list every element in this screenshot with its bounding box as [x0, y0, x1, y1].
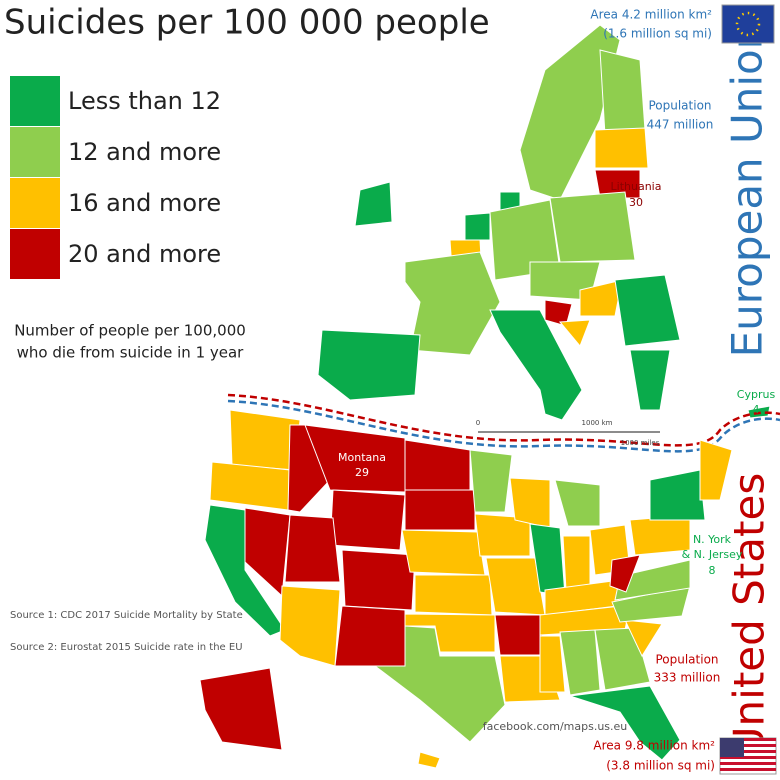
- scale-bar: 0 1000 km 1000 miles: [476, 419, 660, 447]
- south-dakota: [404, 489, 476, 531]
- wyoming: [329, 489, 406, 551]
- west-virginia: [609, 554, 641, 593]
- hawaii: [417, 751, 441, 769]
- legend-label: 20 and more: [68, 240, 221, 268]
- new-mexico: [334, 605, 406, 667]
- mississippi: [539, 635, 566, 693]
- poland: [549, 191, 636, 263]
- scale-label: 1000 miles: [621, 439, 660, 447]
- note: who die from suicide in 1 year: [17, 344, 245, 362]
- legend-label: Less than 12: [68, 87, 221, 115]
- alaska: [199, 667, 283, 751]
- iowa: [474, 513, 531, 557]
- flag: [721, 4, 775, 44]
- us-population: 333 million: [654, 671, 721, 685]
- netherlands: [464, 212, 491, 241]
- legend-swatch: [10, 127, 60, 177]
- virginia: [614, 559, 691, 601]
- callout-value: 29: [355, 466, 369, 479]
- alabama: [559, 629, 601, 696]
- utah: [284, 514, 341, 583]
- legend-label: 16 and more: [68, 189, 221, 217]
- legend-swatch: [10, 229, 60, 279]
- arkansas: [494, 614, 546, 656]
- baltics: [594, 127, 649, 169]
- legend-label: 12 and more: [68, 138, 221, 166]
- source: Source 1: CDC 2017 Suicide Mortality by …: [10, 610, 243, 621]
- minnesota: [469, 449, 513, 513]
- callout-value: 4: [753, 403, 760, 416]
- us-name: United States: [725, 473, 774, 757]
- legend-swatch: [10, 178, 60, 228]
- credit: facebook.com/maps.us.eu: [483, 720, 628, 733]
- eu-name: European Union: [723, 23, 772, 358]
- lithuania: [594, 169, 641, 199]
- scale-label: 0: [476, 419, 480, 427]
- europe: [317, 24, 771, 421]
- legend-swatch: [10, 76, 60, 126]
- us-flag: [719, 737, 777, 775]
- flag-canton: [720, 738, 744, 757]
- florida: [569, 685, 681, 761]
- texas: [373, 625, 506, 743]
- flag-stripes: [720, 738, 776, 771]
- italy: [489, 309, 583, 421]
- callout-value: 8: [709, 564, 716, 577]
- south-carolina: [624, 619, 663, 658]
- indiana: [562, 535, 591, 591]
- arizona: [279, 585, 341, 667]
- callout-name: N. York: [693, 533, 732, 546]
- hungary: [579, 279, 623, 317]
- callout-name: Cyprus: [737, 388, 776, 401]
- michigan: [554, 479, 601, 527]
- iberia: [317, 329, 421, 401]
- us-area: (3.8 million sq mi): [606, 759, 715, 773]
- balkans: [614, 274, 681, 347]
- eu-population: 447 million: [647, 118, 714, 132]
- france: [404, 251, 501, 356]
- callout-name: & N. Jersey: [682, 548, 743, 561]
- callout-name: Lithuania: [611, 180, 662, 193]
- united-states: [199, 409, 733, 769]
- finland: [599, 49, 646, 136]
- us-population: Population: [655, 653, 718, 667]
- flag-stars: [735, 11, 761, 37]
- us-area: Area 9.8 million km²: [593, 739, 715, 753]
- colorado: [341, 549, 416, 611]
- eu-area: (1.6 million sq mi): [603, 27, 712, 41]
- callouts: Lithuania 30 Cyprus 4 Montana 29 N. York…: [338, 180, 775, 577]
- wisconsin: [509, 477, 551, 529]
- title: Suicides per 100 000 people: [4, 3, 490, 43]
- source: Source 2: Eurostat 2015 Suicide rate in …: [10, 642, 243, 653]
- us-info: Population 333 million Area 9.8 million …: [593, 473, 773, 773]
- greece: [629, 349, 671, 411]
- eu-population: Population: [648, 99, 711, 113]
- new-england: [699, 439, 733, 501]
- nebraska: [401, 529, 486, 576]
- kansas: [414, 574, 493, 616]
- ireland: [354, 181, 393, 227]
- scale-label: 1000 km: [582, 419, 613, 427]
- legend: Less than 12 12 and more 16 and more 20 and…: [10, 76, 221, 279]
- eu-flag: [721, 4, 775, 44]
- callout-name: Montana: [338, 451, 386, 464]
- eu-info: Area 4.2 million km² (1.6 million sq mi)…: [590, 8, 771, 358]
- eu-area: Area 4.2 million km²: [590, 8, 712, 22]
- note: Number of people per 100,000: [14, 322, 246, 340]
- new-york: [649, 469, 706, 521]
- croatia: [558, 319, 591, 347]
- callout-value: 30: [629, 196, 643, 209]
